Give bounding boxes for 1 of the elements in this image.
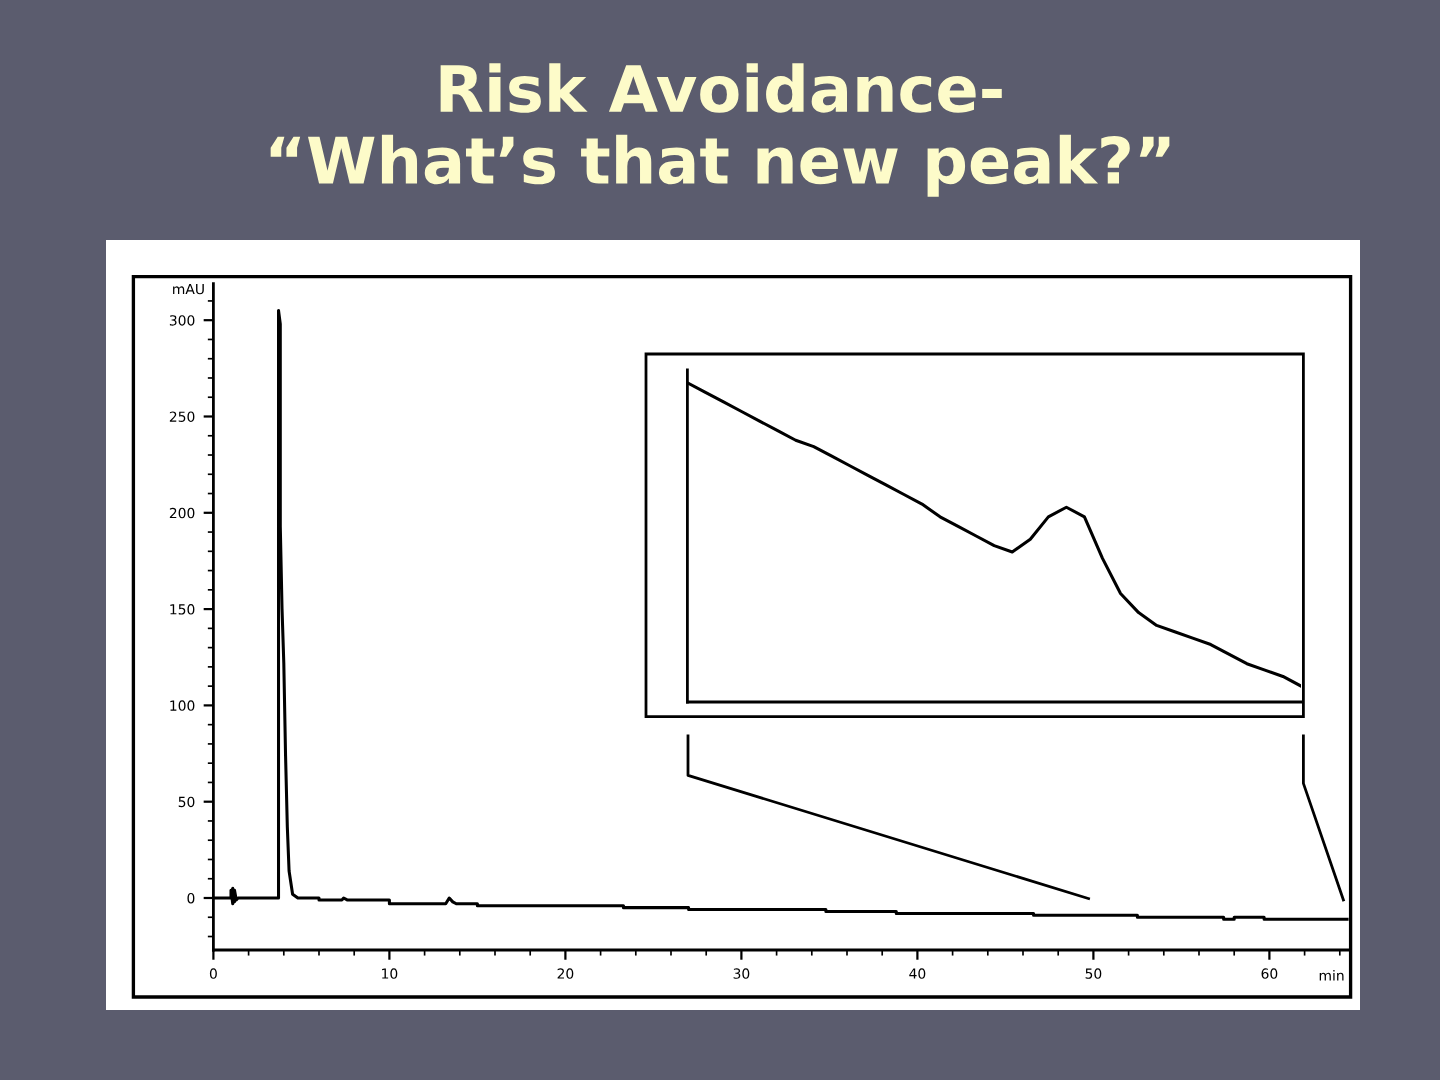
chart-title: Risk Avoidance- “What’s that new peak?” — [270, 63, 1170, 197]
